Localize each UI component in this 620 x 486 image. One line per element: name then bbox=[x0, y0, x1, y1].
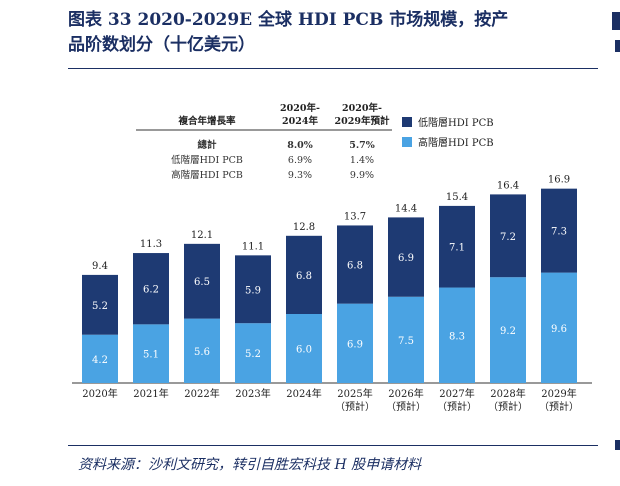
x-tick-label: 2024年 bbox=[286, 387, 321, 400]
x-tick-label: 2020年 bbox=[82, 387, 117, 400]
cagr-row-value-2: 9.9% bbox=[350, 170, 374, 181]
cagr-header-label: 複合年增長率 bbox=[177, 115, 236, 127]
cagr-row-value-1: 8.0% bbox=[287, 140, 313, 151]
cagr-row-value-1: 6.9% bbox=[288, 155, 312, 166]
figure-title-line-1: 图表 33 2020-2029E 全球 HDI PCB 市场规模，按产 bbox=[68, 10, 509, 30]
source-divider bbox=[68, 445, 598, 446]
x-tick-label: 2022年 bbox=[184, 387, 219, 400]
x-tick-label: 2025年 bbox=[337, 387, 372, 400]
cagr-row-label: 高階層HDI PCB bbox=[171, 169, 243, 181]
bar-low-layer bbox=[388, 217, 424, 297]
data-label-low: 6.8 bbox=[347, 261, 363, 272]
bar-low-layer bbox=[541, 188, 577, 273]
data-label-total: 11.1 bbox=[242, 241, 264, 252]
title-divider bbox=[68, 68, 598, 69]
data-label-high: 9.2 bbox=[500, 326, 516, 337]
bar-low-layer bbox=[337, 225, 373, 304]
data-label-high: 5.6 bbox=[194, 347, 210, 358]
x-tick-label: 2028年 bbox=[490, 387, 525, 400]
data-label-low: 7.1 bbox=[449, 243, 465, 254]
bar-high-layer bbox=[388, 296, 424, 383]
x-tick-label: （预計） bbox=[386, 400, 426, 413]
cagr-row-label: 低階層HDI PCB bbox=[171, 154, 243, 166]
x-tick-label: （预計） bbox=[539, 400, 579, 413]
data-label-high: 4.2 bbox=[92, 355, 108, 366]
data-label-high: 6.9 bbox=[347, 339, 363, 350]
x-tick-label: （预計） bbox=[437, 400, 477, 413]
x-tick-label: （预計） bbox=[488, 400, 528, 413]
legend-label-low-layer: 低階層HDI PCB bbox=[418, 116, 494, 129]
data-label-total: 16.9 bbox=[548, 175, 570, 186]
edge-marker-top bbox=[612, 12, 620, 30]
cagr-row-value-2: 1.4% bbox=[350, 155, 374, 166]
data-label-high: 9.6 bbox=[551, 324, 567, 335]
bar-high-layer bbox=[490, 277, 526, 383]
cagr-row-value-2: 5.7% bbox=[349, 140, 375, 151]
data-label-low: 6.5 bbox=[194, 277, 210, 288]
figure-title-line-2: 品阶数划分（十亿美元） bbox=[68, 35, 255, 55]
cagr-header-period-1: 2024年 bbox=[282, 115, 318, 127]
data-label-low: 6.8 bbox=[296, 271, 312, 282]
data-label-low: 6.9 bbox=[398, 253, 414, 264]
data-label-high: 7.5 bbox=[398, 336, 414, 347]
x-tick-label: 2029年 bbox=[541, 387, 576, 400]
cagr-header-period-1: 2020年- bbox=[280, 102, 320, 114]
data-label-total: 16.4 bbox=[497, 180, 519, 191]
data-label-high: 8.3 bbox=[449, 331, 465, 342]
bar-high-layer bbox=[184, 318, 220, 383]
data-label-total: 13.7 bbox=[344, 211, 366, 222]
bar-low-layer bbox=[286, 235, 322, 314]
data-label-low: 6.2 bbox=[143, 285, 159, 296]
bar-low-layer bbox=[133, 253, 169, 325]
data-label-low: 5.9 bbox=[245, 285, 261, 296]
x-tick-label: 2021年 bbox=[133, 387, 168, 400]
x-tick-label: 2027年 bbox=[439, 387, 474, 400]
data-label-total: 12.8 bbox=[293, 222, 315, 233]
x-tick-label: 2026年 bbox=[388, 387, 423, 400]
data-label-high: 5.1 bbox=[143, 350, 159, 361]
legend-label-high-layer: 高階層HDI PCB bbox=[418, 136, 494, 149]
bar-low-layer bbox=[235, 255, 271, 324]
source-note: 资料来源：沙利文研究，转引自胜宏科技 H 股申请材料 bbox=[78, 457, 422, 473]
cagr-row-label: 總計 bbox=[197, 139, 217, 151]
legend-swatch-low-layer bbox=[402, 117, 412, 127]
cagr-row-value-1: 9.3% bbox=[288, 170, 312, 181]
data-label-total: 9.4 bbox=[92, 261, 108, 272]
bar-high-layer bbox=[439, 287, 475, 383]
data-label-total: 14.4 bbox=[395, 203, 417, 214]
data-label-low: 5.2 bbox=[92, 301, 108, 312]
bar-high-layer bbox=[82, 334, 118, 383]
bar-high-layer bbox=[337, 303, 373, 383]
legend-swatch-high-layer bbox=[402, 137, 412, 147]
data-label-total: 12.1 bbox=[191, 230, 213, 241]
data-label-total: 11.3 bbox=[140, 239, 162, 250]
data-label-low: 7.3 bbox=[551, 227, 567, 238]
cagr-header-period-2: 2020年- bbox=[342, 102, 382, 114]
bar-low-layer bbox=[184, 243, 220, 319]
bar-low-layer bbox=[439, 205, 475, 288]
data-label-high: 5.2 bbox=[245, 349, 261, 360]
data-label-total: 15.4 bbox=[446, 192, 468, 203]
x-tick-label: （预計） bbox=[335, 400, 375, 413]
edge-marker-top-2 bbox=[615, 40, 620, 52]
data-label-low: 7.2 bbox=[500, 232, 516, 243]
x-tick-label: 2023年 bbox=[235, 387, 270, 400]
bar-high-layer bbox=[133, 324, 169, 383]
bar-high-layer bbox=[235, 323, 271, 383]
edge-marker-bottom bbox=[615, 440, 620, 450]
bar-high-layer bbox=[541, 272, 577, 383]
data-label-high: 6.0 bbox=[296, 345, 312, 356]
cagr-header-period-2: 2029年預計 bbox=[335, 115, 390, 127]
figure-title: 图表 33 2020-2029E 全球 HDI PCB 市场规模，按产 品阶数划… bbox=[68, 8, 598, 58]
bar-low-layer bbox=[82, 274, 118, 335]
bar-low-layer bbox=[490, 194, 526, 278]
bar-high-layer bbox=[286, 314, 322, 383]
